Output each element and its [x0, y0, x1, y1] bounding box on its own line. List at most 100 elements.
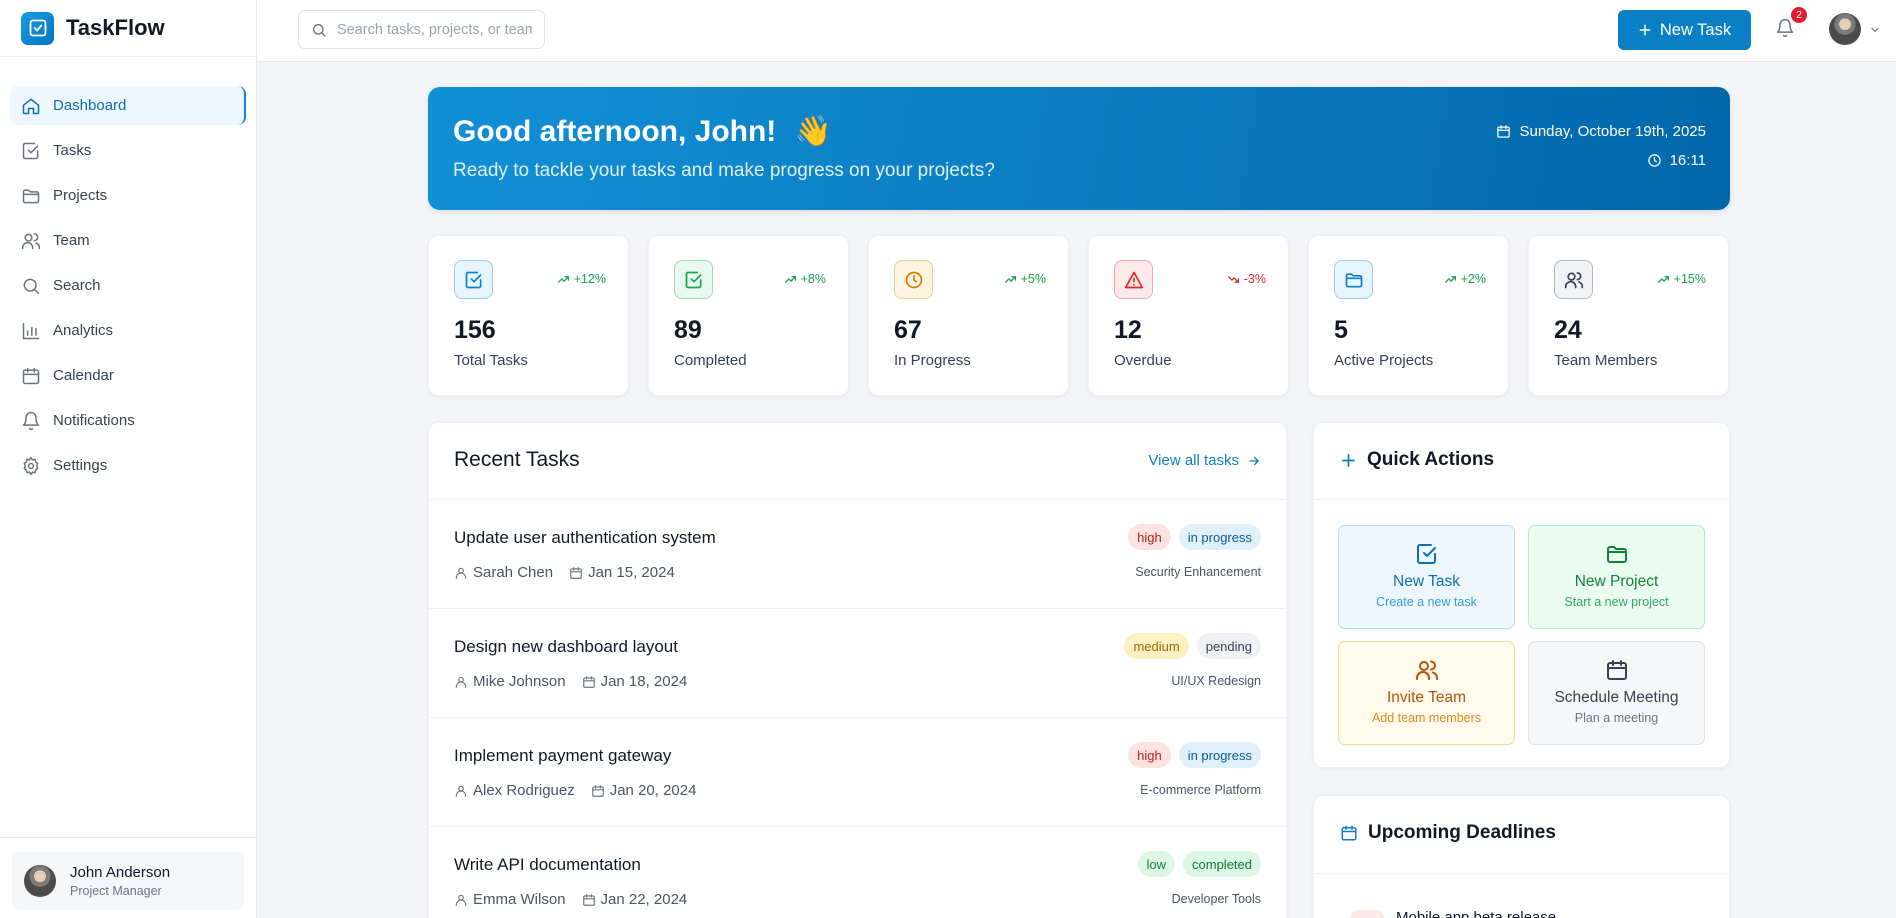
- quick-action-sub: Plan a meeting: [1574, 711, 1659, 725]
- stat-card-team-members[interactable]: +15% 24 Team Members: [1528, 235, 1729, 396]
- calendar-icon: [582, 675, 595, 688]
- quick-action-new-task[interactable]: New Task Create a new task: [1338, 525, 1515, 629]
- task-assignee: Sarah Chen: [473, 564, 554, 581]
- stat-label: Team Members: [1554, 352, 1658, 369]
- quick-action-label: New Project: [1574, 573, 1659, 590]
- avatar: [24, 865, 56, 897]
- stat-icon-box: [674, 260, 713, 299]
- quick-action-invite-team[interactable]: Invite Team Add team members: [1338, 641, 1515, 745]
- user-card[interactable]: John Anderson Project Manager: [12, 852, 244, 910]
- sidebar-item-projects[interactable]: Projects: [10, 176, 246, 215]
- table-row[interactable]: Write API documentation low completed Em…: [429, 827, 1286, 918]
- stat-icon-box: [1114, 260, 1153, 299]
- sidebar-item-dashboard[interactable]: Dashboard: [10, 86, 246, 125]
- folder-icon: [22, 188, 40, 203]
- calendar-icon: [22, 367, 40, 384]
- sidebar-item-tasks[interactable]: Tasks: [10, 131, 246, 170]
- stat-card-completed[interactable]: +8% 89 Completed: [648, 235, 849, 396]
- sidebar-item-calendar[interactable]: Calendar: [10, 356, 246, 395]
- trending-up-icon: [1444, 275, 1456, 283]
- sidebar-item-label: Notifications: [53, 412, 135, 429]
- stat-trend: +8%: [784, 272, 826, 286]
- panel-title: Recent Tasks: [454, 448, 580, 471]
- time-text: 16:11: [1669, 152, 1706, 169]
- quick-action-new-project[interactable]: New Project Start a new project: [1528, 525, 1705, 629]
- stat-card-total-tasks[interactable]: +12% 156 Total Tasks: [428, 235, 629, 396]
- new-task-button[interactable]: New Task: [1618, 10, 1751, 50]
- quick-actions-panel: Quick Actions New Task Create a new task…: [1313, 422, 1730, 768]
- search-icon: [23, 278, 40, 294]
- stat-trend: -3%: [1227, 272, 1266, 286]
- priority-badge: low: [1137, 851, 1176, 877]
- table-row[interactable]: Update user authentication system high i…: [429, 500, 1286, 609]
- user-icon: [455, 894, 467, 906]
- check-square-icon: [465, 271, 481, 288]
- view-all-tasks-link[interactable]: View all tasks: [1148, 452, 1261, 469]
- users-icon: [1564, 271, 1583, 288]
- quick-action-schedule-meeting[interactable]: Schedule Meeting Plan a meeting: [1528, 641, 1705, 745]
- stat-label: Completed: [674, 352, 747, 369]
- users-icon: [1415, 660, 1438, 680]
- brand[interactable]: TaskFlow: [0, 0, 256, 57]
- deadline-title[interactable]: Mobile app beta release: [1396, 909, 1557, 918]
- alert-triangle-icon: [1124, 271, 1143, 288]
- bell-icon[interactable]: [1775, 17, 1795, 39]
- quick-action-sub: Add team members: [1371, 711, 1482, 725]
- brand-logo-icon: [21, 11, 54, 45]
- task-badges: high in progress: [1120, 742, 1261, 768]
- sidebar-item-search[interactable]: Search: [10, 266, 246, 305]
- stat-card-active-projects[interactable]: +2% 5 Active Projects: [1308, 235, 1509, 396]
- panel-title-text: Upcoming Deadlines: [1368, 822, 1556, 843]
- sidebar-item-notifications[interactable]: Notifications: [10, 401, 246, 440]
- check-square-icon: [22, 142, 39, 159]
- search-input[interactable]: [337, 21, 532, 38]
- chevron-down-icon[interactable]: [1869, 24, 1881, 36]
- table-row[interactable]: Implement payment gateway high in progre…: [429, 718, 1286, 827]
- divider: [1314, 873, 1729, 874]
- trend-text: +12%: [573, 272, 606, 286]
- users-icon: [21, 232, 41, 249]
- task-title: Implement payment gateway: [454, 746, 672, 765]
- trending-down-icon: [1227, 275, 1239, 283]
- trend-text: +2%: [1460, 272, 1486, 286]
- task-project: UI/UX Redesign: [1171, 674, 1261, 688]
- task-date: Jan 22, 2024: [600, 891, 688, 908]
- user-icon: [455, 785, 467, 797]
- stat-icon-box: [1554, 260, 1593, 299]
- sidebar-item-label: Projects: [53, 187, 108, 204]
- gear-icon: [23, 456, 39, 475]
- stat-label: Total Tasks: [454, 352, 528, 369]
- stat-value: 12: [1114, 316, 1142, 344]
- table-row[interactable]: Design new dashboard layout medium pendi…: [429, 609, 1286, 718]
- stat-card-in-progress[interactable]: +5% 67 In Progress: [868, 235, 1069, 396]
- calendar-icon: [582, 893, 595, 906]
- sidebar-item-settings[interactable]: Settings: [10, 446, 246, 485]
- calendar-icon: [1497, 125, 1511, 138]
- banner-date: Sunday, October 19th, 2025: [1496, 123, 1706, 140]
- panel-title: Quick Actions: [1340, 449, 1494, 471]
- avatar[interactable]: [1829, 13, 1861, 45]
- search-box: [298, 10, 545, 49]
- quick-action-label: Schedule Meeting: [1554, 689, 1679, 706]
- sidebar-item-label: Dashboard: [53, 97, 127, 114]
- deadline-icon: [1350, 910, 1384, 918]
- bell-icon: [22, 411, 40, 430]
- task-badges: medium pending: [1116, 633, 1261, 659]
- recent-tasks-panel: Recent Tasks View all tasks Update user …: [428, 422, 1287, 918]
- sidebar-item-analytics[interactable]: Analytics: [10, 311, 246, 350]
- clock-icon: [905, 271, 922, 288]
- trend-text: +15%: [1673, 272, 1706, 286]
- task-date: Jan 15, 2024: [588, 564, 675, 581]
- task-meta: Mike Johnson Jan 18, 2024: [454, 673, 687, 690]
- divider: [429, 499, 1286, 500]
- stat-label: In Progress: [894, 352, 971, 369]
- greeting-text: Good afternoon, John!: [453, 115, 777, 148]
- sidebar: TaskFlow Dashboard Tasks Projects Team S…: [0, 0, 257, 918]
- sidebar-item-team[interactable]: Team: [10, 221, 246, 260]
- user-name: John Anderson: [70, 864, 171, 881]
- user-icon: [455, 676, 467, 688]
- notification-badge: 2: [1791, 7, 1807, 23]
- trending-up-icon: [1004, 275, 1016, 283]
- stat-card-overdue[interactable]: -3% 12 Overdue: [1088, 235, 1289, 396]
- stat-value: 24: [1554, 316, 1582, 344]
